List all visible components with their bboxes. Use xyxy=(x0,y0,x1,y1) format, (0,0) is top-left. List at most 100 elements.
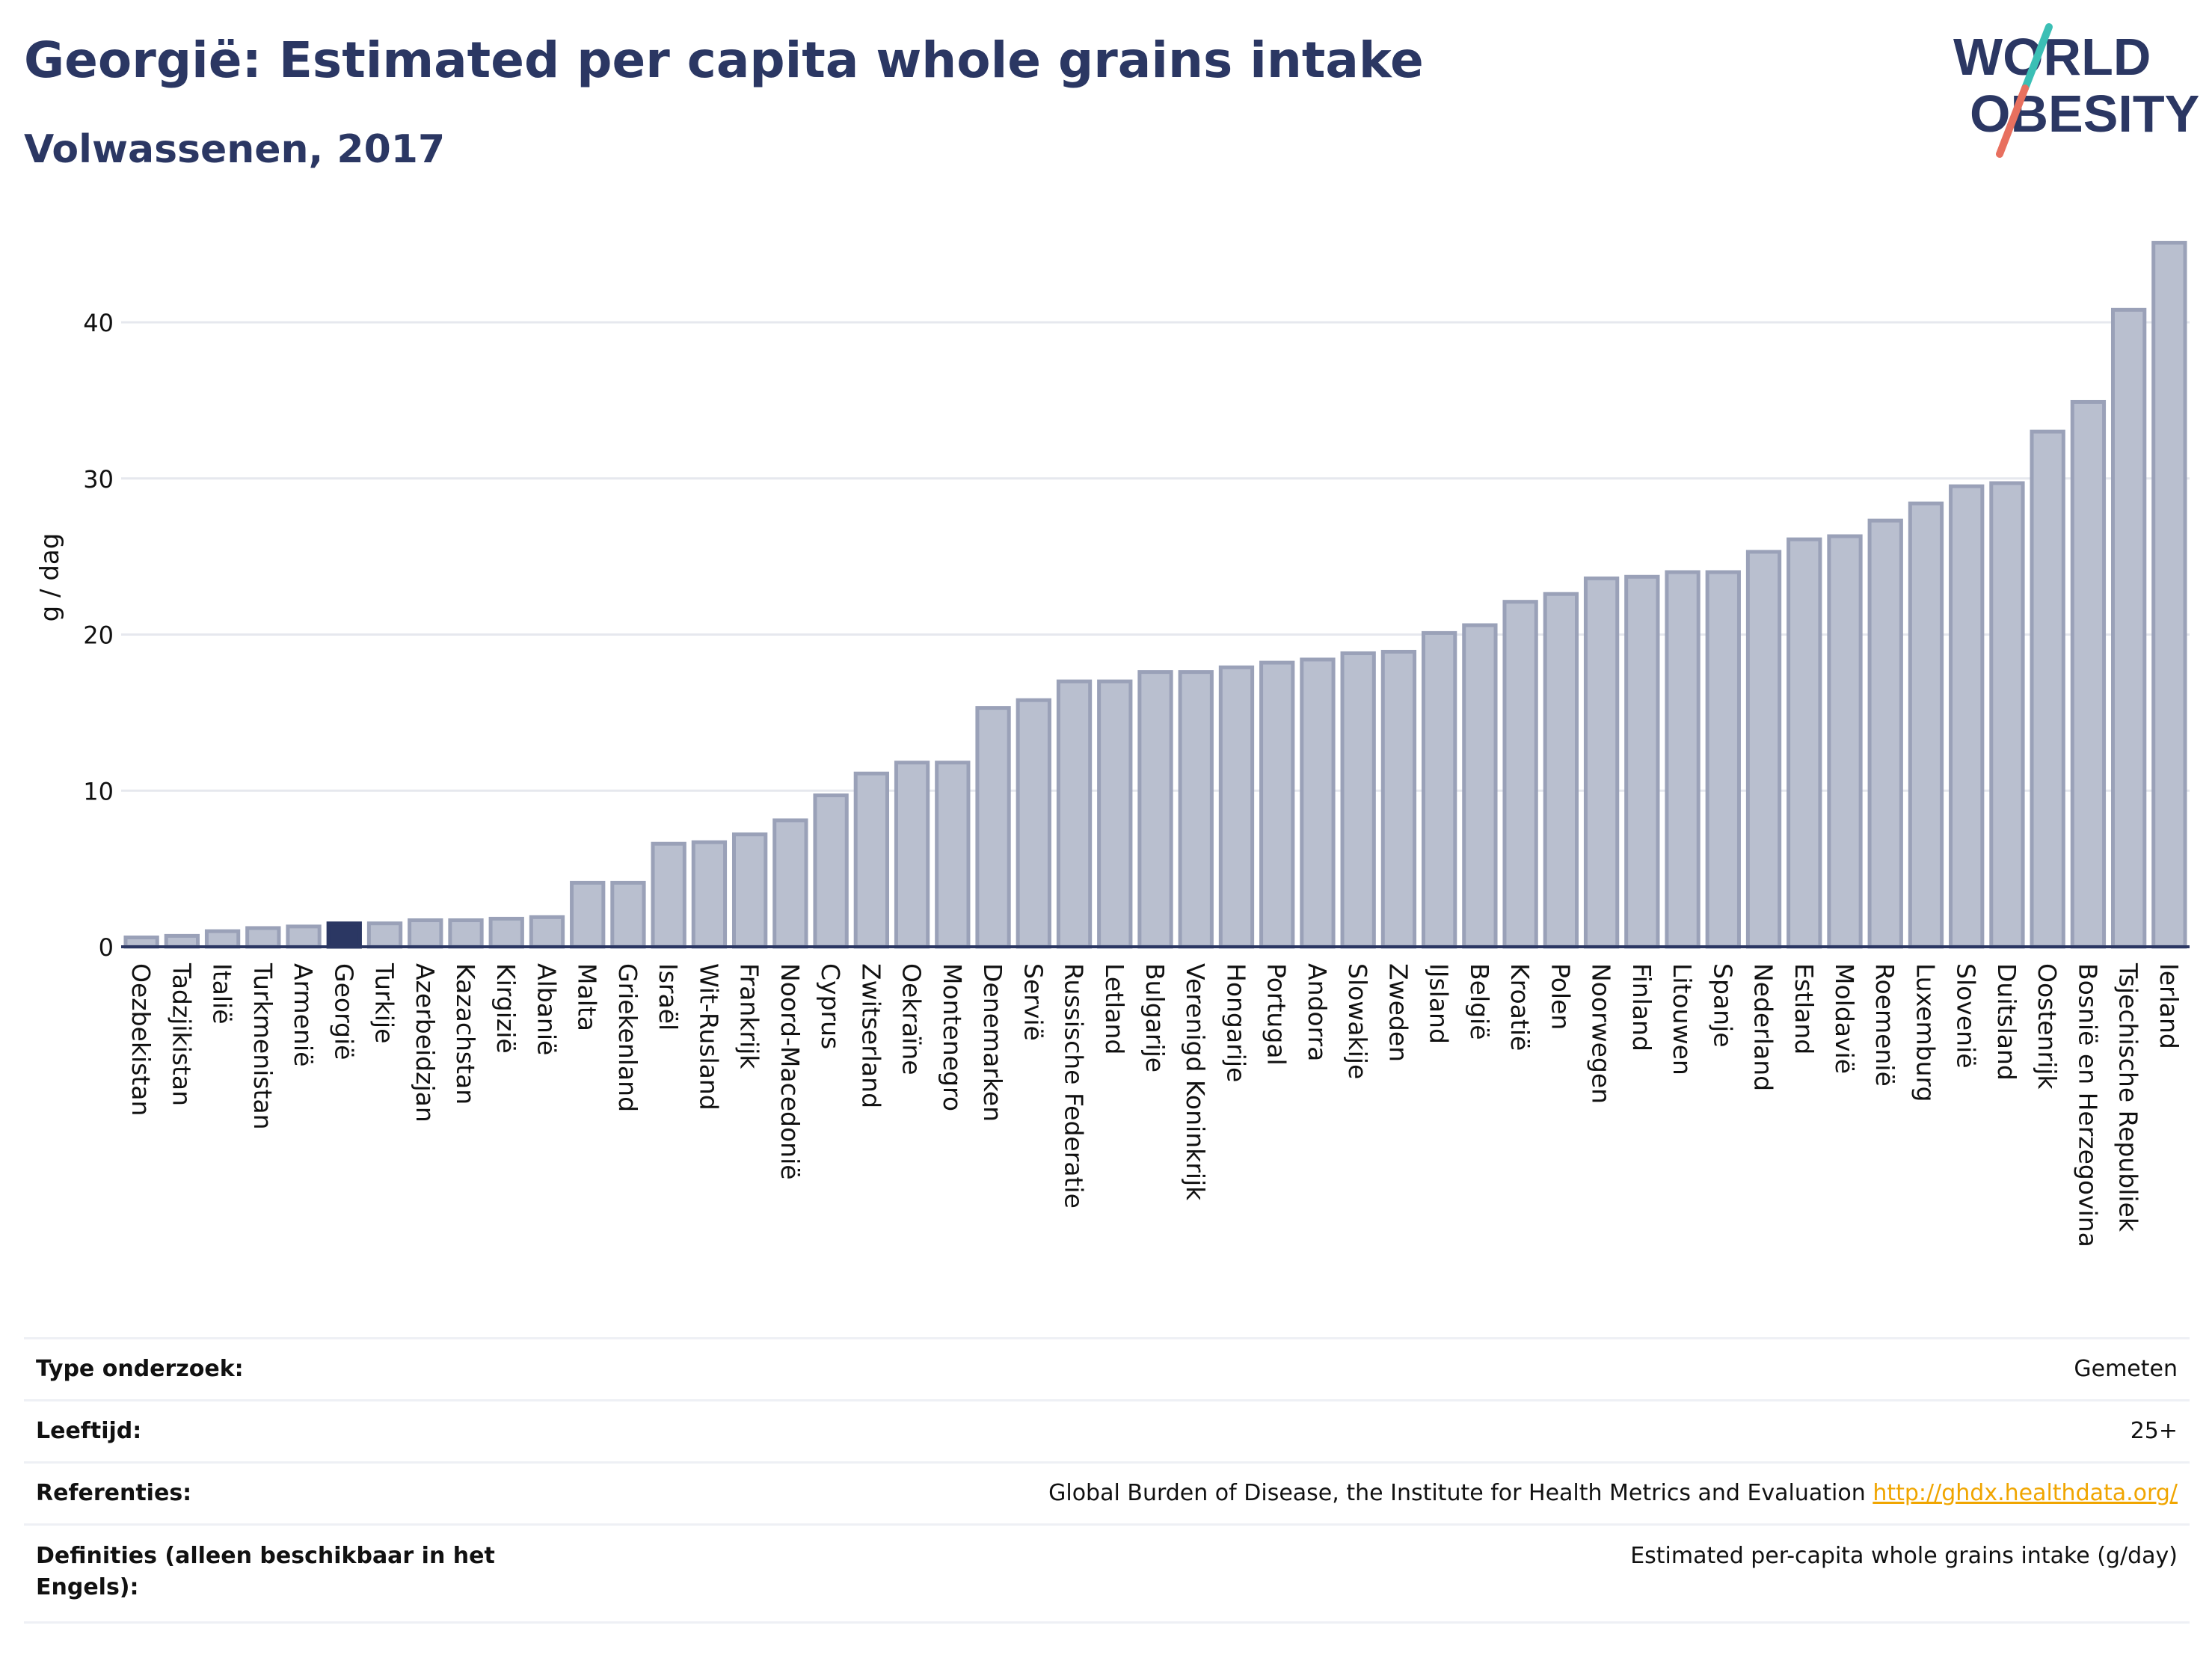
bar xyxy=(1787,537,1822,949)
bar xyxy=(366,921,403,949)
x-tick-label: Estland xyxy=(1789,963,1819,1054)
meta-row-age: Leeftijd: 25+ xyxy=(24,1399,2190,1461)
bar xyxy=(731,832,768,949)
bar xyxy=(570,880,606,949)
bar xyxy=(488,916,524,949)
bar xyxy=(894,761,930,949)
chart-subtitle: Volwassenen, 2017 xyxy=(24,127,446,172)
x-tick-label: Portugal xyxy=(1262,963,1291,1066)
bar xyxy=(245,926,281,949)
x-tick-label: Zwitserland xyxy=(856,963,885,1108)
x-tick-label: Malta xyxy=(573,963,602,1031)
x-tick-label: Polen xyxy=(1546,963,1575,1030)
bar xyxy=(1867,518,1903,949)
bar xyxy=(1908,501,1944,949)
bar xyxy=(1665,570,1701,949)
x-tick-label: Roemenië xyxy=(1870,963,1899,1087)
x-tick-label: Spanje xyxy=(1708,963,1737,1048)
meta-label-type: Type onderzoek: xyxy=(36,1356,244,1382)
bar xyxy=(1380,649,1417,949)
reference-text: Global Burden of Disease, the Institute … xyxy=(1048,1480,1866,1506)
x-tick-label: Tadzjikistan xyxy=(167,962,196,1106)
x-tick-label: Ierland xyxy=(2154,963,2184,1049)
bar xyxy=(529,915,565,949)
bar xyxy=(164,933,200,949)
x-tick-label: Montenegro xyxy=(938,963,967,1111)
bar xyxy=(1949,484,1985,949)
x-tick-label: Wit-Rusland xyxy=(694,963,723,1111)
x-tick-label: Italië xyxy=(208,963,237,1025)
x-tick-label: Duitsland xyxy=(1992,963,2021,1081)
meta-value-age: 25+ xyxy=(2130,1418,2178,1444)
y-tick-label: 0 xyxy=(99,933,114,962)
bar xyxy=(1502,600,1538,949)
x-tick-label: Bosnië en Herzegovina xyxy=(2073,963,2102,1247)
x-tick-label: Kazachstan xyxy=(451,963,480,1105)
bar xyxy=(2151,241,2187,949)
x-tick-label: Moldavië xyxy=(1830,963,1859,1074)
x-tick-label: België xyxy=(1465,963,1494,1040)
x-tick-label: Servië xyxy=(1019,963,1048,1041)
x-tick-label: Nederland xyxy=(1749,963,1778,1091)
logo-slash-bottom xyxy=(1996,85,2029,158)
y-tick-label: 10 xyxy=(83,777,114,805)
bar xyxy=(1056,679,1093,949)
x-tick-label: Tsjechische Republiek xyxy=(2114,962,2143,1232)
meta-row-type: Type onderzoek: Gemeten xyxy=(24,1337,2190,1399)
bar xyxy=(2070,399,2107,949)
x-tick-label: Albanië xyxy=(532,963,561,1055)
x-tick-label: Denemarken xyxy=(978,963,1007,1122)
x-tick-label: Slovenië xyxy=(1952,963,1981,1069)
bar xyxy=(1583,576,1620,949)
x-tick-label: Cyprus xyxy=(816,963,845,1049)
bar xyxy=(1827,534,1863,949)
bar xyxy=(1097,679,1133,949)
metadata-table: Type onderzoek: Gemeten Leeftijd: 25+ Re… xyxy=(24,1337,2190,1624)
bar xyxy=(813,793,849,949)
bar xyxy=(1989,481,2025,949)
y-tick-label: 30 xyxy=(83,465,114,494)
x-tick-label: Oezbekistan xyxy=(126,963,156,1116)
x-tick-label: Frankrijk xyxy=(735,963,764,1069)
x-tick-label: Russische Federatie xyxy=(1060,963,1089,1209)
x-tick-label: Andorra xyxy=(1303,963,1332,1061)
meta-value-definitions: Estimated per-capita whole grains intake… xyxy=(1630,1543,2178,1569)
logo-text-world: WORLD xyxy=(1953,28,2151,86)
x-tick-label: Noorwegen xyxy=(1587,963,1616,1104)
x-tick-label: Kroatië xyxy=(1505,963,1534,1051)
bar xyxy=(2030,429,2065,949)
bar xyxy=(1705,570,1741,949)
meta-value-type: Gemeten xyxy=(2074,1356,2178,1382)
meta-value-references: Global Burden of Disease, the Institute … xyxy=(1048,1478,2178,1509)
x-tick-label: Kirgizië xyxy=(491,963,520,1054)
meta-label-age: Leeftijd: xyxy=(36,1418,142,1444)
x-tick-label: Turkmenistan xyxy=(248,962,277,1130)
bar xyxy=(1137,670,1173,949)
x-tick-label: Bulgarije xyxy=(1140,963,1170,1072)
x-tick-label: Litouwen xyxy=(1668,963,1697,1075)
bar xyxy=(2110,307,2147,949)
bar xyxy=(408,918,443,949)
bar xyxy=(1745,550,1782,949)
x-tick-label: Verenigd Koninkrijk xyxy=(1181,963,1210,1201)
x-tick-label: Oostenrijk xyxy=(2033,963,2062,1090)
x-tick-label: Slowakije xyxy=(1343,963,1372,1079)
world-obesity-logo[interactable]: WORLD OBESITY xyxy=(1952,21,2199,163)
reference-link[interactable]: http://ghdx.healthdata.org/ xyxy=(1872,1480,2178,1506)
x-tick-label: Letland xyxy=(1100,963,1129,1054)
y-tick-label: 20 xyxy=(83,621,114,650)
bar xyxy=(610,880,646,949)
bar xyxy=(1462,623,1498,949)
x-tick-label: Azerbeidzjan xyxy=(411,963,440,1123)
bar-chart: 0 10 20 30 40 g / dag Oezbekistan Tadzjikistan I… xyxy=(35,241,2190,1247)
meta-label-references: Referenties: xyxy=(36,1480,192,1506)
bar xyxy=(1624,574,1660,949)
y-axis-label: g / dag xyxy=(35,533,65,622)
bar xyxy=(1300,657,1336,949)
bar xyxy=(1421,630,1457,949)
bar xyxy=(1218,665,1255,949)
logo-slash-top xyxy=(2021,23,2053,92)
y-tick-label: 40 xyxy=(83,309,114,337)
x-tick-label: Noord-Macedonië xyxy=(775,963,805,1180)
bar xyxy=(448,918,484,949)
